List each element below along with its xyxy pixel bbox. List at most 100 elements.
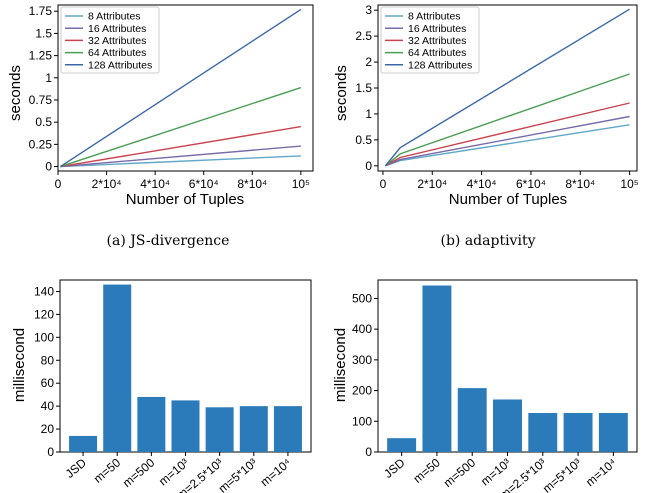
legend-label: 32 Attributes <box>88 35 146 47</box>
bar-6 <box>273 406 302 452</box>
x-tick-label: 2*10⁴ <box>92 177 122 191</box>
y-tick-label: 80 <box>41 353 55 367</box>
series-line-0 <box>385 124 630 167</box>
x-tick-label: 2*10⁴ <box>417 177 447 191</box>
y-tick-label: 1 <box>45 71 52 85</box>
legend-box <box>380 6 480 74</box>
y-tick-label: 2.5 <box>355 29 372 43</box>
series-line-4 <box>60 8 302 168</box>
bar-1 <box>422 285 452 452</box>
y-tick-label: 20 <box>41 422 55 436</box>
legend-label: 128 Attributes <box>408 59 472 71</box>
y-tick-label: 0.25 <box>29 137 53 151</box>
y-tick-label: 200 <box>352 384 372 398</box>
x-tick-label: 6*10⁴ <box>516 177 546 191</box>
series-line-3 <box>60 86 302 168</box>
x-tick-label: 4*10⁴ <box>467 177 497 191</box>
x-tick-label: m=50 <box>411 455 443 485</box>
y-axis-label: seconds <box>7 65 24 121</box>
plot-area: 0 0.5 1 1.5 2 2.5 3 0 2*10⁴ 4*10⁴ 6*10⁴ 8*10⁴ 10⁵ 8 A… <box>355 3 638 191</box>
y-axis-label: millisecond <box>11 328 28 402</box>
y-tick-label: 2 <box>365 55 372 69</box>
legend-label: 32 Attributes <box>408 35 466 47</box>
y-tick-label: 60 <box>41 376 55 390</box>
legend-label: 8 Attributes <box>88 11 141 23</box>
panel-js-divergence: 0 0.25 0.5 0.75 1 1.25 1.5 1.75 0 2*10⁴ 4*10⁴ 6*10⁴… <box>7 4 314 249</box>
y-tick-label: 0 <box>365 445 372 459</box>
y-axis-label: seconds <box>333 65 350 121</box>
legend-label: 16 Attributes <box>408 23 466 35</box>
series-line-4 <box>384 8 630 167</box>
bar-3 <box>493 399 522 452</box>
plot-frame <box>57 4 314 172</box>
y-tick-label: 0 <box>47 445 54 459</box>
bar-5 <box>563 412 593 452</box>
x-tick-label: 10⁵ <box>292 177 310 191</box>
x-tick-label: 10⁵ <box>620 177 638 191</box>
legend-box <box>60 6 160 74</box>
y-tick-label: 0 <box>365 159 372 173</box>
y-tick-label: 0.5 <box>355 133 372 147</box>
series-line-1 <box>385 115 630 167</box>
y-tick-label: 1 <box>365 107 372 121</box>
y-tick-label: 1.5 <box>355 81 372 95</box>
y-tick-label: 0.75 <box>29 93 53 107</box>
y-tick-label: 100 <box>34 330 54 344</box>
y-tick-label: 1.5 <box>35 26 52 40</box>
series-line-2 <box>60 125 302 168</box>
bar-5 <box>239 406 268 452</box>
legend-label: 128 Attributes <box>88 59 152 71</box>
bar-4 <box>205 407 234 452</box>
series-line-0 <box>60 155 301 168</box>
x-tick-label: m=5*10³ <box>540 456 584 493</box>
bar-4 <box>528 412 558 452</box>
y-tick-label: 120 <box>34 307 54 321</box>
bar-1 <box>103 284 132 452</box>
series-line-1 <box>60 145 301 168</box>
x-tick-label: m=500 <box>120 455 158 490</box>
x-tick-label: 0 <box>380 177 387 191</box>
y-tick-label: 140 <box>34 284 54 298</box>
x-tick-label: JSD <box>381 455 408 481</box>
y-axis-label: millisecond <box>332 328 349 402</box>
legend-label: 64 Attributes <box>408 47 466 59</box>
x-axis-label: Number of Tuples <box>449 191 567 208</box>
y-tick-label: 1.25 <box>29 49 53 63</box>
y-tick-label: 0.5 <box>35 115 52 129</box>
bar-2 <box>457 388 487 452</box>
y-tick-label: 500 <box>352 291 372 305</box>
bar-2 <box>137 396 166 452</box>
y-tick-label: 1.75 <box>29 4 53 18</box>
legend-label: 8 Attributes <box>408 11 461 23</box>
x-tick-label: m=500 <box>441 455 479 490</box>
x-tick-label: 8*10⁴ <box>565 177 595 191</box>
plot-area: 0 0.25 0.5 0.75 1 1.25 1.5 1.75 0 2*10⁴ 4*10⁴ 6*10⁴… <box>29 4 314 191</box>
panel-caption: (a) JS-divergence <box>107 233 230 249</box>
bar-3 <box>171 400 200 452</box>
series-line-3 <box>384 73 630 167</box>
x-tick-label: 8*10⁴ <box>237 177 267 191</box>
bar-0 <box>387 438 417 452</box>
y-tick-label: 100 <box>352 414 372 428</box>
x-tick-label: m=5*10³ <box>216 456 260 493</box>
bar-0 <box>69 435 98 452</box>
y-tick-label: 3 <box>365 3 372 17</box>
y-tick-label: 400 <box>352 322 372 336</box>
panel-adaptivity: 0 0.5 1 1.5 2 2.5 3 0 2*10⁴ 4*10⁴ 6*10⁴ 8*10⁴ 10⁵ 8 A… <box>333 3 639 249</box>
legend-label: 64 Attributes <box>88 47 146 59</box>
bar-6 <box>598 412 628 452</box>
x-tick-label: m=50 <box>91 455 123 485</box>
y-tick-label: 300 <box>352 353 372 367</box>
series-line-2 <box>385 102 630 167</box>
x-tick-label: JSD <box>63 455 90 481</box>
panel-caption: (b) adaptivity <box>441 233 536 249</box>
x-tick-label: 4*10⁴ <box>140 177 170 191</box>
legend-label: 16 Attributes <box>88 23 146 35</box>
x-tick-label: m=10⁴ <box>258 456 294 490</box>
x-axis-label: Number of Tuples <box>126 191 244 208</box>
